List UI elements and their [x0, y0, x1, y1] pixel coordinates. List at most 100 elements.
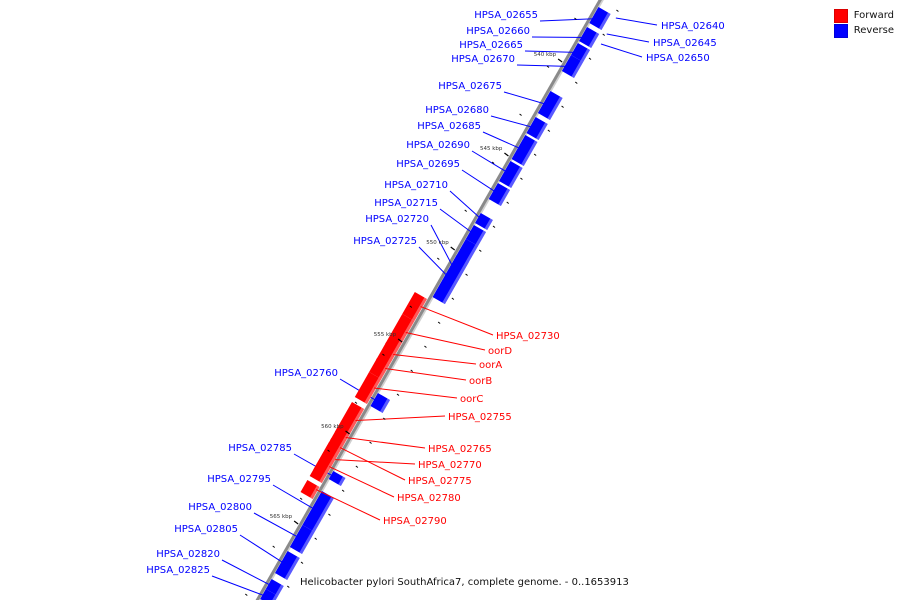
track-dash	[520, 177, 523, 180]
gene-label-hpsa-02790[interactable]: HPSA_02790	[383, 516, 447, 527]
gene-highlight	[498, 188, 511, 206]
gene-label-hpsa-02770[interactable]: HPSA_02770	[418, 460, 482, 471]
tick-mark	[293, 520, 299, 525]
leader-hpsa-02765	[345, 437, 426, 449]
track-dash	[588, 57, 592, 60]
gene-block-oorc[interactable]	[354, 372, 382, 405]
gene-label-hpsa-02720[interactable]: HPSA_02720	[365, 214, 429, 225]
gene-block-hpsa-02730[interactable]	[402, 292, 427, 322]
gene-label-hpsa-02650[interactable]: HPSA_02650	[646, 53, 710, 64]
gene-label-hpsa-02680[interactable]: HPSA_02680	[425, 105, 489, 116]
gene-label-oorb[interactable]: oorB	[469, 376, 492, 387]
forward-swatch	[833, 8, 848, 23]
track-dash	[519, 113, 522, 116]
gene-block-hpsa-02675[interactable]	[537, 90, 563, 120]
gene-block-hpsa-02755[interactable]	[334, 402, 365, 440]
leader-hpsa-02720	[430, 224, 456, 272]
gene-body	[302, 490, 335, 532]
gene-label-hpsa-02670[interactable]: HPSA_02670	[451, 54, 515, 65]
genome-backbone	[255, 0, 602, 600]
track-dash	[409, 305, 413, 308]
gene-label-oord[interactable]: oorD	[488, 346, 512, 357]
gene-label-hpsa-02760[interactable]: HPSA_02760	[274, 368, 338, 379]
gene-highlight	[364, 377, 382, 405]
gene-label-hpsa-02775[interactable]: HPSA_02775	[408, 476, 472, 487]
leader-hpsa-02755	[355, 415, 446, 422]
gene-label-hpsa-02805[interactable]: HPSA_02805	[174, 524, 238, 535]
gene-label-hpsa-02785[interactable]: HPSA_02785	[228, 443, 292, 454]
leader-hpsa-02805	[239, 534, 288, 566]
gene-label-hpsa-02655[interactable]: HPSA_02655	[474, 10, 538, 21]
track-dash	[602, 33, 606, 36]
leader-hpsa-02790	[315, 489, 381, 521]
gene-label-hpsa-02795[interactable]: HPSA_02795	[207, 474, 271, 485]
gene-label-hpsa-02755[interactable]: HPSA_02755	[448, 412, 512, 423]
gene-block-hpsa-02785[interactable]	[328, 470, 346, 486]
tick-label-555-kbp: 555 kbp	[374, 332, 397, 338]
gene-label-hpsa-02710[interactable]: HPSA_02710	[384, 180, 448, 191]
leader-hpsa-02670	[516, 64, 573, 67]
gene-block-hpsa-02775[interactable]	[324, 438, 344, 458]
reverse-swatch	[833, 23, 848, 38]
track-dash	[506, 201, 510, 204]
gene-label-hpsa-02645[interactable]: HPSA_02645	[653, 38, 717, 49]
track-dash	[424, 345, 427, 348]
gene-highlight	[580, 48, 591, 62]
gene-label-hpsa-02825[interactable]: HPSA_02825	[146, 565, 210, 576]
leader-oora	[393, 354, 477, 365]
gene-label-hpsa-02765[interactable]: HPSA_02765	[428, 444, 492, 455]
gene-body	[369, 358, 390, 380]
leader-hpsa-02640	[615, 17, 658, 26]
gene-label-hpsa-02780[interactable]: HPSA_02780	[397, 493, 461, 504]
leader-oorc	[373, 387, 458, 399]
gene-block-oord[interactable]	[385, 314, 415, 352]
leader-hpsa-02730	[420, 306, 494, 336]
gene-highlight	[319, 455, 337, 484]
gene-block-hpsa-02725[interactable]	[432, 254, 469, 304]
leader-hpsa-02690	[471, 150, 512, 175]
gene-body	[260, 588, 279, 600]
track-dash	[616, 9, 619, 12]
gene-label-hpsa-02640[interactable]: HPSA_02640	[661, 21, 725, 32]
legend-forward[interactable]: Forward	[833, 8, 894, 23]
track-dash	[328, 513, 331, 516]
track-dash	[574, 81, 578, 84]
gene-label-hpsa-02725[interactable]: HPSA_02725	[353, 236, 417, 247]
leader-hpsa-02770	[333, 459, 416, 465]
tick-label-565-kbp: 565 kbp	[270, 514, 293, 520]
gene-block-hpsa-02690[interactable]	[499, 160, 523, 188]
gene-label-hpsa-02820[interactable]: HPSA_02820	[156, 549, 220, 560]
legend: Forward Reverse	[833, 8, 894, 38]
gene-label-hpsa-02665[interactable]: HPSA_02665	[459, 40, 523, 51]
leader-hpsa-02710	[449, 190, 485, 222]
track-dash	[574, 17, 577, 20]
gene-label-oora[interactable]: oorA	[479, 360, 502, 371]
gene-highlight	[284, 556, 300, 580]
gene-label-hpsa-02685[interactable]: HPSA_02685	[417, 121, 481, 132]
gene-body	[354, 372, 382, 405]
gene-label-hpsa-02730[interactable]: HPSA_02730	[496, 331, 560, 342]
track-dash	[354, 401, 358, 404]
gene-label-hpsa-02660[interactable]: HPSA_02660	[466, 26, 530, 37]
track-dash	[478, 249, 482, 252]
gene-label-hpsa-02675[interactable]: HPSA_02675	[438, 81, 502, 92]
legend-reverse[interactable]: Reverse	[833, 23, 894, 38]
gene-block-hpsa-02790[interactable]	[300, 480, 320, 500]
gene-highlight	[547, 96, 563, 120]
gene-block-hpsa-02780[interactable]	[309, 450, 337, 484]
gene-label-hpsa-02800[interactable]: HPSA_02800	[188, 502, 252, 513]
gene-block-hpsa-02795[interactable]	[302, 490, 335, 532]
gene-block-hpsa-02760[interactable]	[370, 392, 391, 413]
gene-label-hpsa-02690[interactable]: HPSA_02690	[406, 140, 470, 151]
gene-label-hpsa-02715[interactable]: HPSA_02715	[374, 198, 438, 209]
track-dash	[382, 353, 385, 356]
gene-block-oorb[interactable]	[369, 358, 390, 380]
gene-label-hpsa-02695[interactable]: HPSA_02695	[396, 159, 460, 170]
gene-block-hpsa-02825[interactable]	[260, 588, 279, 600]
tick-label-550-kbp: 550 kbp	[426, 240, 449, 246]
leader-hpsa-02685	[482, 131, 525, 151]
gene-highlight	[338, 476, 346, 486]
gene-highlight	[475, 230, 487, 246]
gene-label-oorc[interactable]: oorC	[460, 394, 483, 405]
